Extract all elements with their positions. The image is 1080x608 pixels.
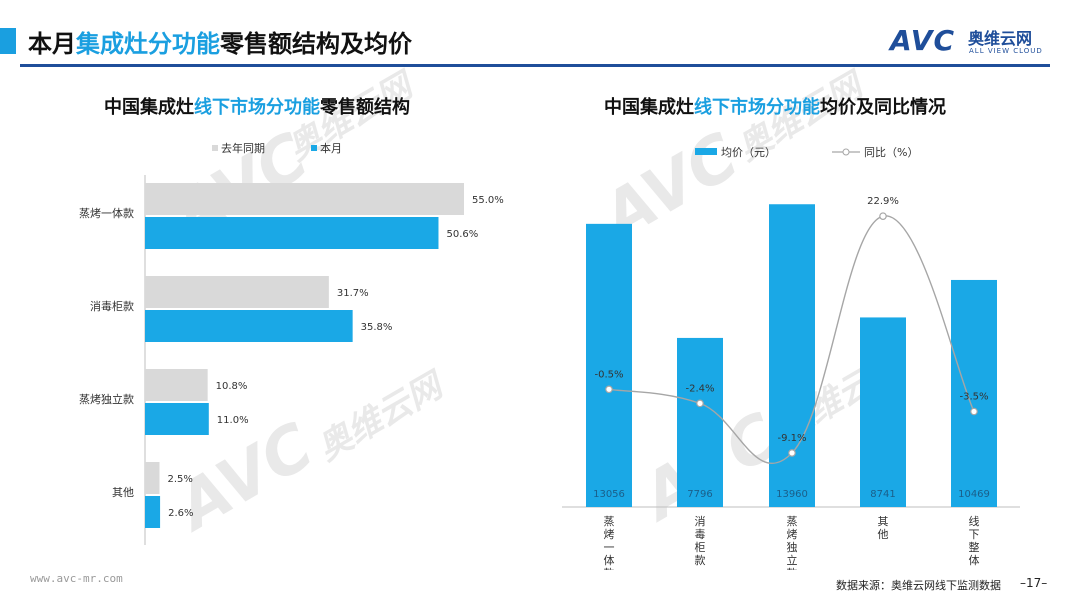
footer-source: 数据来源：奥维云网线下监测数据 [836, 579, 1001, 592]
bar-avg-price [769, 204, 815, 507]
left-chart-title: 中国集成灶线下市场分功能零售额结构 [104, 93, 410, 119]
bar-value-label: 8741 [870, 489, 895, 500]
right-combo-chart: 均价（元） 同比（%） 13056 7796 13960 8741 10469 -0.5% -2… [562, 146, 1020, 570]
yoy-label: -9.1% [777, 433, 806, 444]
left-title-prefix: 中国集成灶 [104, 97, 194, 118]
data-label: 35.8% [361, 322, 393, 333]
bar-this-month [145, 403, 209, 435]
bar-value-label: 7796 [687, 489, 712, 500]
page-title-highlight: 集成灶分功能 [76, 30, 220, 58]
category-label: 蒸烤一体款 [604, 515, 615, 570]
right-legend: 均价（元） 同比（%） [695, 146, 918, 159]
footer-url: www.avc-mr.com [30, 572, 123, 585]
page-title: 本月集成灶分功能零售额结构及均价 [28, 24, 412, 59]
category-label: 其他 [878, 515, 889, 541]
bar-avg-price [586, 223, 632, 507]
logo-avc-text: AVC [890, 24, 955, 57]
yoy-line [608, 215, 975, 464]
bar-last-year [145, 276, 329, 308]
yoy-point [605, 385, 613, 394]
bar-avg-price [860, 317, 906, 507]
brand-logo: AVC 奥维云网 ALL VIEW CLOUD [890, 24, 1060, 58]
title-accent-bar [0, 28, 16, 54]
category-label: 蒸烤独立款 [79, 392, 134, 406]
data-label: 55.0% [472, 195, 504, 206]
page-title-prefix: 本月 [28, 30, 76, 58]
category-label: 消毒柜款 [90, 299, 134, 313]
legend-label-yoy: 同比（%） [864, 146, 918, 159]
yoy-label: -2.4% [685, 383, 714, 394]
bar-avg-price [677, 337, 723, 507]
category-label: 线下整体 [969, 514, 980, 567]
legend-label-last-year: 去年同期 [221, 141, 265, 155]
category-label: 蒸烤独立款 [787, 515, 798, 570]
yoy-label: 22.9% [867, 196, 899, 207]
bar-this-month [145, 217, 439, 249]
right-title-prefix: 中国集成灶 [604, 97, 694, 118]
legend-label-avg-price: 均价（元） [721, 146, 776, 159]
bar-value-label: 13960 [776, 489, 808, 500]
page-title-suffix: 零售额结构及均价 [220, 30, 412, 58]
bar-value-label: 10469 [958, 489, 990, 500]
page-header: 本月集成灶分功能零售额结构及均价 AVC 奥维云网 ALL VIEW CLOUD [0, 0, 1080, 68]
bar-this-month [145, 496, 161, 528]
data-label: 2.6% [168, 508, 193, 519]
yoy-point [788, 449, 796, 457]
bar-last-year [145, 183, 464, 215]
data-label: 31.7% [337, 288, 369, 299]
right-title-suffix: 均价及同比情况 [820, 97, 946, 118]
bar-last-year [145, 462, 160, 494]
yoy-point [879, 212, 887, 220]
category-label: 蒸烤一体款 [79, 206, 134, 220]
bar-avg-price [951, 279, 997, 507]
legend-marker-yoy [842, 148, 850, 156]
yoy-point [970, 407, 978, 416]
data-label: 10.8% [216, 381, 248, 392]
category-label: 其他 [112, 486, 134, 499]
left-title-highlight: 线下市场分功能 [194, 97, 320, 118]
yoy-point [696, 399, 704, 408]
legend-swatch-last-year [212, 145, 218, 151]
legend-swatch-avg-price [695, 148, 717, 155]
logo-cn-text: 奥维云网 [968, 29, 1033, 48]
category-label: 消毒柜款 [695, 514, 706, 567]
yoy-label: -0.5% [594, 369, 623, 380]
data-label: 11.0% [217, 415, 249, 426]
right-title-highlight: 线下市场分功能 [694, 97, 820, 118]
data-label: 2.5% [168, 474, 193, 485]
data-label: 50.6% [446, 229, 478, 240]
page-number: –17– [1020, 576, 1048, 590]
right-chart-title: 中国集成灶线下市场分功能均价及同比情况 [604, 93, 946, 119]
left-title-suffix: 零售额结构 [320, 97, 410, 118]
legend-swatch-this-month [311, 145, 317, 151]
bar-last-year [145, 369, 208, 401]
logo-en-text: ALL VIEW CLOUD [969, 47, 1043, 55]
legend-label-this-month: 本月 [320, 141, 342, 155]
bar-value-label: 13056 [593, 489, 625, 500]
bar-this-month [145, 310, 353, 342]
left-legend: 去年同期 本月 [212, 141, 342, 155]
header-divider [20, 64, 1050, 67]
yoy-label: -3.5% [959, 392, 988, 403]
